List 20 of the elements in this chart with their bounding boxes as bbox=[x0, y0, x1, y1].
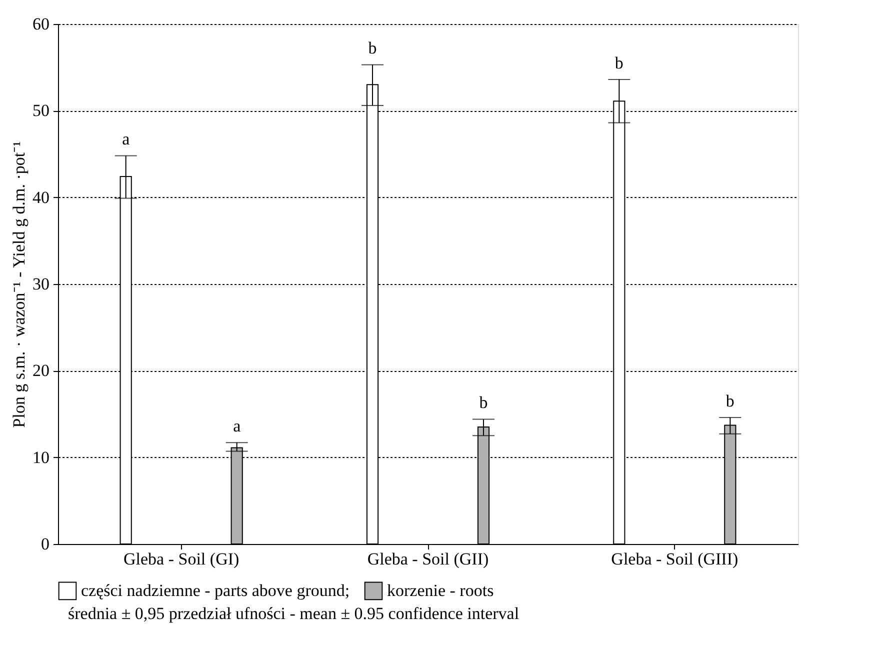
text: średnia ± 0,95 przedział ufności - mean ± 0.95 confidence interval bbox=[68, 604, 520, 623]
x-tick-label: Gleba - Soil (GII) bbox=[367, 550, 489, 568]
data-label: a bbox=[122, 130, 130, 149]
y-tick-label: 20 bbox=[32, 361, 50, 380]
y-tick-label: 40 bbox=[32, 188, 50, 207]
legend-label: korzenie - roots bbox=[387, 580, 494, 600]
data-label: b bbox=[479, 393, 488, 412]
legend-label: części nadziemne - parts above ground; bbox=[81, 580, 350, 600]
y-tick-label: 0 bbox=[41, 534, 50, 554]
y-tick-label: 50 bbox=[32, 101, 50, 120]
y-tick-label: 60 bbox=[32, 14, 50, 34]
x-tick-label: Gleba - Soil (GIII) bbox=[611, 550, 738, 568]
data-label: b bbox=[614, 53, 624, 72]
data-label: b bbox=[726, 391, 734, 410]
x-tick-label: Gleba - Soil (GI) bbox=[123, 550, 240, 568]
y-axis-title: Plon g s.m. · wazon⁻¹ - Yield g d.m. ·pot⁻¹ bbox=[10, 141, 28, 428]
y-tick-label: 10 bbox=[32, 448, 50, 467]
data-label: b bbox=[368, 38, 377, 58]
y-tick-label: 30 bbox=[32, 274, 50, 294]
data-label: a bbox=[233, 416, 242, 436]
